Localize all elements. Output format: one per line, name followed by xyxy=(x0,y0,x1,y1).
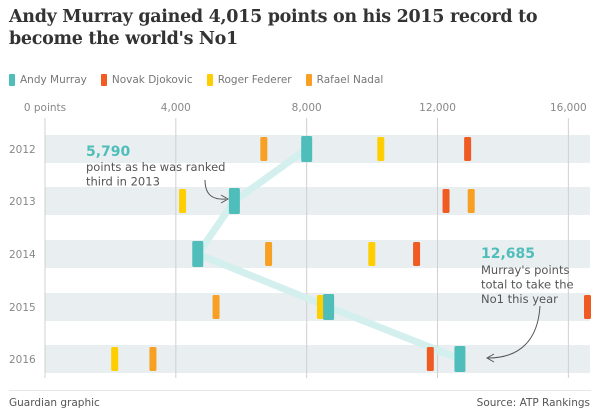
row-band-2012 xyxy=(45,135,590,163)
legend-label-murray: Andy Murray xyxy=(20,74,87,86)
annotation-2013-line-2: third in 2013 xyxy=(86,175,160,189)
x-tick-label-8000: 8,000 xyxy=(292,102,322,114)
year-label-2014: 2014 xyxy=(9,249,36,261)
footer-divider xyxy=(9,390,591,391)
annotation-2013-value: 5,790 xyxy=(86,144,131,160)
marker-novak-djokovic-2014 xyxy=(413,242,421,266)
marker-andy-murray-2016 xyxy=(454,346,466,372)
annotation-2016-line-2: total to take the xyxy=(481,278,574,292)
footer-credit: Guardian graphic xyxy=(9,397,100,409)
marker-andy-murray-2013 xyxy=(228,188,240,214)
legend-label-djokovic: Novak Djokovic xyxy=(111,74,193,86)
marker-andy-murray-2012 xyxy=(301,136,313,162)
legend-item-djokovic: Novak Djokovic xyxy=(100,74,193,86)
marker-roger-federer-2015 xyxy=(316,295,324,319)
marker-roger-federer-2016 xyxy=(111,347,119,371)
marker-rafael-nadal-2015 xyxy=(212,295,220,319)
marker-roger-federer-2013 xyxy=(179,189,187,213)
marker-novak-djokovic-2016 xyxy=(426,347,434,371)
annotation-2016-line-1: Murray's points xyxy=(481,263,569,277)
marker-roger-federer-2014 xyxy=(368,242,376,266)
annotation-2016-arrow xyxy=(487,305,541,359)
annotation-2016-arrowhead xyxy=(485,353,495,363)
annotation-2013-line-1: points as he was ranked xyxy=(86,160,225,174)
year-label-2012: 2012 xyxy=(9,144,36,156)
marker-rafael-nadal-2014 xyxy=(265,242,273,266)
legend-swatch-djokovic xyxy=(100,74,107,86)
row-band-2013 xyxy=(45,187,590,215)
x-tick-label-4000: 4,000 xyxy=(161,102,191,114)
legend-item-federer: Roger Federer xyxy=(206,74,292,86)
marker-andy-murray-2015 xyxy=(323,294,335,320)
legend-label-nadal: Rafael Nadal xyxy=(316,74,384,86)
marker-rafael-nadal-2013 xyxy=(467,189,475,213)
x-tick-label-0: 0 points xyxy=(24,102,66,114)
legend-label-federer: Roger Federer xyxy=(217,74,292,86)
legend-swatch-murray xyxy=(9,74,15,86)
legend-swatch-nadal xyxy=(305,74,312,86)
legend: Andy Murray Novak Djokovic Roger Federer… xyxy=(9,73,397,87)
annotation-2016-value: 12,685 xyxy=(481,246,535,262)
marker-rafael-nadal-2012 xyxy=(260,137,268,161)
annotation-2016-line-3: No1 this year xyxy=(481,292,558,306)
marker-novak-djokovic-2015 xyxy=(584,295,592,319)
row-band-2014 xyxy=(45,240,590,268)
x-tick-label-12000: 12,000 xyxy=(419,102,456,114)
marker-roger-federer-2012 xyxy=(377,137,385,161)
chart-title: Andy Murray gained 4,015 points on his 2… xyxy=(9,7,538,49)
legend-item-murray: Andy Murray xyxy=(9,74,87,86)
row-band-2016 xyxy=(45,345,590,373)
footer-source: Source: ATP Rankings xyxy=(476,397,590,409)
year-label-2015: 2015 xyxy=(9,302,36,314)
legend-item-nadal: Rafael Nadal xyxy=(305,74,384,86)
year-label-2013: 2013 xyxy=(9,196,36,208)
legend-swatch-federer xyxy=(206,74,213,86)
x-tick-label-16000: 16,000 xyxy=(550,102,587,114)
marker-rafael-nadal-2016 xyxy=(149,347,157,371)
marker-novak-djokovic-2012 xyxy=(464,137,472,161)
marker-novak-djokovic-2013 xyxy=(442,189,450,213)
marker-andy-murray-2014 xyxy=(192,241,204,267)
annotation-2013-arrow xyxy=(204,179,227,200)
annotation-2013-arrowhead xyxy=(220,194,230,204)
year-label-2016: 2016 xyxy=(9,354,36,366)
